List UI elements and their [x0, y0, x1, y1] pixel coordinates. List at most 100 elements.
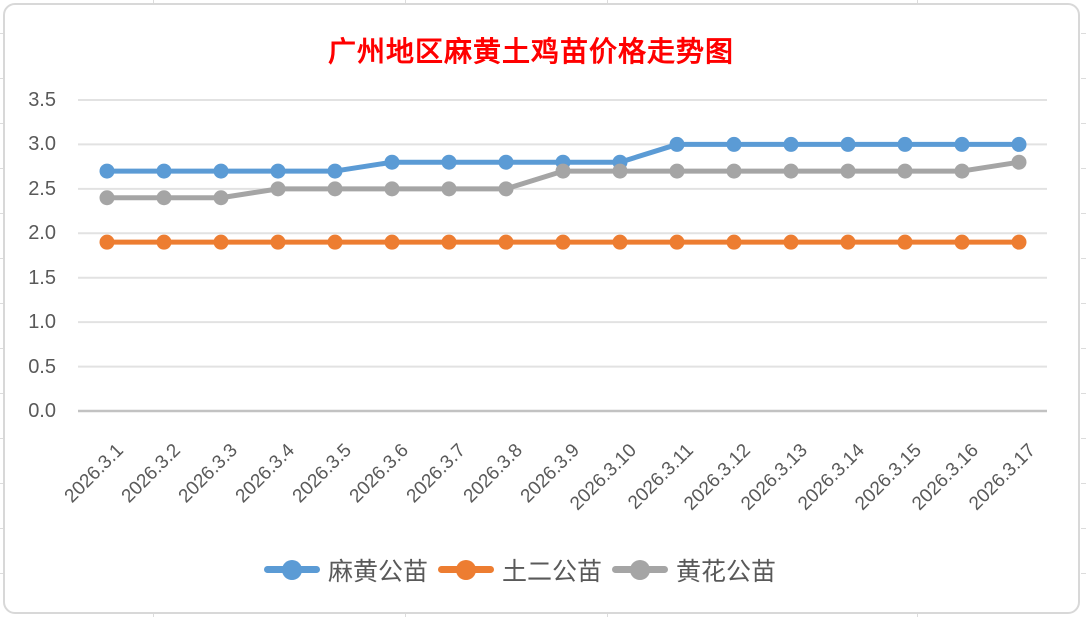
sheet-row-line: [0, 33, 5, 34]
legend-item-0[interactable]: 麻黄公苗: [263, 552, 428, 588]
sheet-row-line: [1081, 438, 1086, 439]
data-point-marker[interactable]: [897, 163, 913, 179]
data-point-marker[interactable]: [555, 234, 571, 250]
data-point-marker[interactable]: [270, 181, 286, 197]
sheet-row-line: [0, 573, 5, 574]
data-point-marker[interactable]: [498, 154, 514, 170]
data-point-marker[interactable]: [1011, 234, 1027, 250]
sheet-row-line: [0, 303, 5, 304]
data-point-marker[interactable]: [612, 163, 628, 179]
sheet-col-line: [405, 0, 406, 5]
sheet-col-line: [153, 0, 154, 5]
data-point-marker[interactable]: [213, 190, 229, 206]
sheet-row-line: [1081, 393, 1086, 394]
sheet-col-line: [153, 613, 154, 617]
data-point-marker[interactable]: [327, 234, 343, 250]
data-point-marker[interactable]: [1011, 136, 1027, 152]
sheet-col-line: [607, 0, 608, 5]
data-point-marker[interactable]: [384, 154, 400, 170]
legend-label: 土二公苗: [501, 559, 602, 586]
sheet-row-line: [1081, 213, 1086, 214]
data-point-marker[interactable]: [327, 181, 343, 197]
y-axis-tick-label: 0.0: [28, 400, 56, 422]
data-point-marker[interactable]: [840, 163, 856, 179]
sheet-row-line: [1081, 483, 1086, 484]
data-point-marker[interactable]: [669, 163, 685, 179]
data-point-marker[interactable]: [270, 163, 286, 179]
data-point-marker[interactable]: [99, 234, 115, 250]
data-point-marker[interactable]: [726, 234, 742, 250]
chart-title[interactable]: 广州地区麻黄土鸡苗价格走势图: [327, 37, 734, 68]
data-point-marker[interactable]: [441, 154, 457, 170]
data-point-marker[interactable]: [213, 234, 229, 250]
legend-label: 麻黄公苗: [327, 559, 428, 586]
sheet-row-line: [1081, 348, 1086, 349]
data-point-marker[interactable]: [270, 234, 286, 250]
sheet-row-line: [0, 213, 5, 214]
sheet-row-line: [1081, 573, 1086, 574]
data-point-marker[interactable]: [612, 234, 628, 250]
data-point-marker[interactable]: [840, 136, 856, 152]
data-point-marker[interactable]: [156, 234, 172, 250]
sheet-row-line: [0, 258, 5, 259]
sheet-row-line: [1081, 258, 1086, 259]
sheet-row-line: [0, 168, 5, 169]
y-axis-tick-label: 1.5: [28, 266, 56, 289]
legend-line-marker-icon: [612, 560, 668, 580]
legend: 麻黄公苗 土二公苗 黄花公苗: [0, 552, 1040, 588]
sheet-row-line: [0, 528, 5, 529]
y-axis-tick-label: 1.0: [28, 311, 56, 334]
data-point-marker[interactable]: [783, 234, 799, 250]
plot-area[interactable]: [0, 0, 1086, 460]
data-point-marker[interactable]: [555, 163, 571, 179]
data-point-marker[interactable]: [954, 163, 970, 179]
legend-label: 黄花公苗: [676, 559, 777, 586]
sheet-row-line: [0, 438, 5, 439]
legend-item-2[interactable]: 黄花公苗: [612, 552, 776, 588]
sheet-row-line: [0, 393, 5, 394]
sheet-row-line: [0, 483, 5, 484]
data-point-marker[interactable]: [726, 136, 742, 152]
data-point-marker[interactable]: [156, 163, 172, 179]
data-point-marker[interactable]: [384, 181, 400, 197]
sheet-row-line: [1081, 78, 1086, 79]
data-point-marker[interactable]: [897, 136, 913, 152]
data-point-marker[interactable]: [498, 234, 514, 250]
data-point-marker[interactable]: [1011, 154, 1027, 170]
sheet-row-line: [1081, 33, 1086, 34]
sheet-col-line: [917, 0, 918, 5]
data-point-marker[interactable]: [783, 163, 799, 179]
data-point-marker[interactable]: [954, 136, 970, 152]
sheet-row-line: [1081, 168, 1086, 169]
legend-line-marker-icon: [263, 560, 320, 580]
sheet-col-line: [405, 613, 406, 617]
y-axis-tick-label: 0.5: [28, 355, 56, 378]
y-axis-tick-label: 3.5: [28, 89, 56, 111]
sheet-row-line: [0, 348, 5, 349]
y-axis-tick-label: 2.0: [28, 222, 56, 245]
sheet-col-line: [917, 613, 918, 617]
data-point-marker[interactable]: [99, 190, 115, 206]
data-point-marker[interactable]: [327, 163, 343, 179]
sheet-col-line: [607, 613, 608, 617]
data-point-marker[interactable]: [669, 234, 685, 250]
data-point-marker[interactable]: [669, 136, 685, 152]
data-point-marker[interactable]: [384, 234, 400, 250]
legend-item-1[interactable]: 土二公苗: [437, 552, 602, 588]
sheet-row-line: [0, 78, 5, 79]
data-point-marker[interactable]: [897, 234, 913, 250]
sheet-row-line: [1081, 303, 1086, 304]
data-point-marker[interactable]: [99, 163, 115, 179]
data-point-marker[interactable]: [441, 181, 457, 197]
data-point-marker[interactable]: [498, 181, 514, 197]
data-point-marker[interactable]: [783, 136, 799, 152]
data-point-marker[interactable]: [840, 234, 856, 250]
chart-frame[interactable]: [3, 3, 1080, 614]
sheet-row-line: [0, 123, 5, 124]
data-point-marker[interactable]: [213, 163, 229, 179]
data-point-marker[interactable]: [726, 163, 742, 179]
data-point-marker[interactable]: [954, 234, 970, 250]
data-point-marker[interactable]: [441, 234, 457, 250]
data-point-marker[interactable]: [156, 190, 172, 206]
